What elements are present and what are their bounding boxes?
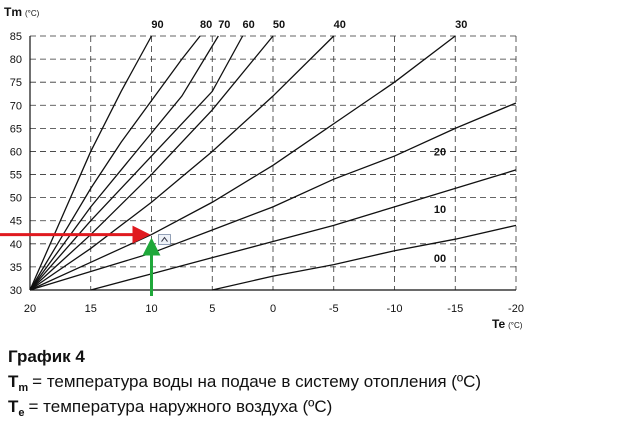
y-axis-label: Tm (°C) <box>4 5 40 19</box>
y-tick-label: 75 <box>10 77 22 89</box>
curve-label: 50 <box>273 19 285 31</box>
curve-label: 20 <box>434 146 446 158</box>
y-tick-label: 65 <box>10 123 22 135</box>
x-label: Te <box>492 317 505 331</box>
curve <box>29 35 219 291</box>
x-tick-label: -5 <box>329 303 339 315</box>
y-tick-label: 60 <box>10 146 22 158</box>
curve <box>29 102 517 291</box>
x-tick-label: 10 <box>145 303 157 315</box>
curve-label: 90 <box>151 19 163 31</box>
icon-glyph <box>161 236 168 242</box>
caption-title: График 4 <box>8 347 85 366</box>
y-tick-label: 40 <box>10 239 22 251</box>
x-tick-label: 0 <box>270 303 276 315</box>
curve <box>29 35 153 291</box>
y-tick-label: 30 <box>10 285 22 297</box>
caption-line: Tm = температура воды на подаче в систему… <box>8 372 481 394</box>
curve-label: 70 <box>218 19 230 31</box>
x-tick-label: -15 <box>447 303 463 315</box>
curve <box>29 35 335 291</box>
curve <box>29 35 456 291</box>
curve-label: 40 <box>334 19 346 31</box>
x-tick-label: -20 <box>508 303 524 315</box>
caption-text: = температура наружного воздуха (ºC) <box>29 397 333 416</box>
y-tick-label: 55 <box>10 170 22 182</box>
y-label: Tm <box>4 5 22 19</box>
curve-label: 10 <box>434 204 446 216</box>
subscript: m <box>18 382 28 394</box>
subscript: е <box>18 407 24 419</box>
curve-label: 00 <box>434 253 446 265</box>
y-tick-label: 45 <box>10 216 22 228</box>
curve <box>90 169 517 291</box>
curve-label: 30 <box>455 19 467 31</box>
curve-label: 80 <box>200 19 212 31</box>
curve-label: 60 <box>243 19 255 31</box>
y-tick-label: 70 <box>10 100 22 112</box>
y-tick-label: 80 <box>10 54 22 66</box>
x-tick-label: 5 <box>209 303 215 315</box>
icon <box>158 234 171 245</box>
x-axis-label: Te (°C) <box>492 317 523 331</box>
x-unit: (°C) <box>508 321 523 330</box>
x-tick-label: 15 <box>85 303 97 315</box>
caption-line: Tе = температура наружного воздуха (ºC) <box>8 397 332 419</box>
symbol: T <box>8 372 19 391</box>
y-tick-label: 50 <box>10 193 22 205</box>
y-tick-label: 85 <box>10 31 22 43</box>
caption-text: = температура воды на подаче в систему о… <box>32 372 481 391</box>
x-tick-label: -10 <box>387 303 403 315</box>
y-unit: (°C) <box>25 9 40 18</box>
curve <box>29 35 274 291</box>
x-tick-label: 20 <box>24 303 36 315</box>
curve <box>29 35 201 291</box>
curve <box>29 35 244 291</box>
y-tick-label: 35 <box>10 262 22 274</box>
curve <box>212 224 517 291</box>
symbol: T <box>8 397 19 416</box>
